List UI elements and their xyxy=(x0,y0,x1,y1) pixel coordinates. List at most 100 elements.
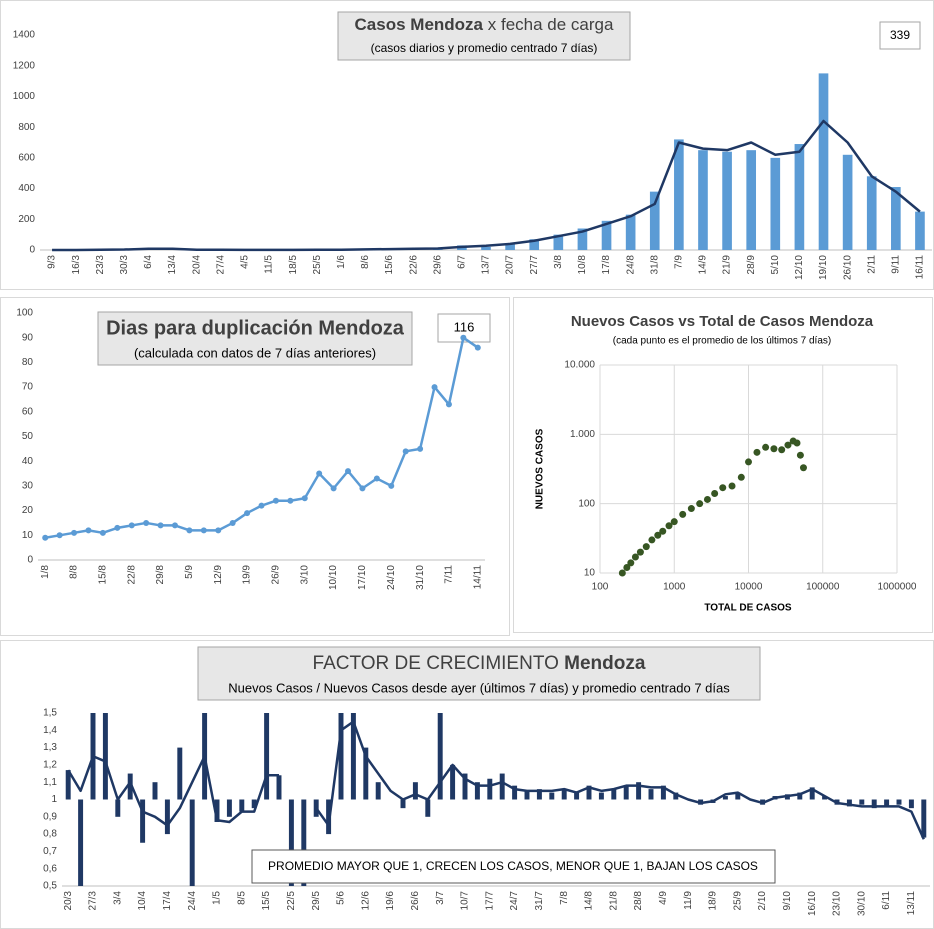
marker xyxy=(42,534,49,541)
x-tick-label: 22/8 xyxy=(126,565,137,585)
bar xyxy=(884,799,890,807)
point xyxy=(728,482,736,490)
x-tick-label: 7/11 xyxy=(444,565,455,584)
point xyxy=(711,490,719,498)
bar xyxy=(842,154,853,250)
bar xyxy=(536,789,542,800)
title-box xyxy=(197,646,761,701)
x-tick-label: 20/3 xyxy=(63,891,74,911)
bar xyxy=(611,789,617,800)
x-tick-label: 10/10 xyxy=(328,565,339,590)
bar xyxy=(115,799,121,817)
bar xyxy=(425,799,431,817)
x-tick-label: 15/8 xyxy=(98,565,109,585)
y-tick-label: 60 xyxy=(22,406,34,417)
x-tick-label: 21/9 xyxy=(722,255,733,275)
x-tick-label: 29/8 xyxy=(155,565,166,585)
x-tick-label: 1000000 xyxy=(878,582,917,593)
point xyxy=(648,536,656,544)
chart-title: Casos Mendoza x fecha de carga xyxy=(355,15,614,34)
x-tick-label: 10/4 xyxy=(137,891,148,911)
point xyxy=(784,441,792,449)
marker xyxy=(85,527,92,534)
marker xyxy=(359,485,366,492)
point xyxy=(696,500,704,508)
x-tick-label: 6/7 xyxy=(457,255,468,269)
bar xyxy=(524,790,530,800)
bar xyxy=(239,799,245,812)
x-tick-label: 22/6 xyxy=(408,255,419,275)
bar xyxy=(264,713,270,800)
x-tick-label: 3/10 xyxy=(299,565,310,585)
marker xyxy=(258,502,265,509)
chart-subtitle: (casos diarios y promedio centrado 7 día… xyxy=(371,41,598,55)
y-tick-label: 1.000 xyxy=(570,429,595,440)
bar xyxy=(450,764,456,800)
chart-title: Nuevos Casos vs Total de Casos Mendoza xyxy=(571,313,874,330)
x-tick-label: 19/6 xyxy=(385,891,396,911)
y-tick-label: 0,7 xyxy=(43,846,57,857)
x-tick-label: 9/10 xyxy=(782,891,793,911)
bar xyxy=(866,176,877,250)
bar xyxy=(529,239,540,250)
marker xyxy=(402,448,409,455)
bar xyxy=(251,799,257,809)
x-tick-label: 1/5 xyxy=(212,891,223,905)
bar xyxy=(908,799,914,809)
marker xyxy=(244,510,251,517)
annotation: PROMEDIO MAYOR QUE 1, CRECEN LOS CASOS, … xyxy=(268,859,758,873)
y-tick-label: 1 xyxy=(51,794,57,805)
point xyxy=(665,522,673,530)
y-tick-label: 1000 xyxy=(13,91,36,102)
point xyxy=(737,473,745,481)
x-tick-label: 9/11 xyxy=(890,255,901,274)
bar xyxy=(65,770,71,800)
marker xyxy=(431,384,438,391)
x-tick-label: 100 xyxy=(592,582,609,593)
x-tick-label: 3/7 xyxy=(435,891,446,905)
marker xyxy=(114,524,121,531)
marker xyxy=(186,527,193,534)
x-tick-label: 5/9 xyxy=(184,565,195,579)
x-tick-label: 1000 xyxy=(663,582,686,593)
x-tick-label: 19/10 xyxy=(818,255,829,280)
bar xyxy=(859,799,865,805)
x-tick-label: 12/9 xyxy=(213,565,224,585)
x-tick-label: 19/9 xyxy=(242,565,253,585)
y-tick-label: 800 xyxy=(18,122,35,133)
bar xyxy=(735,792,741,800)
x-tick-label: 100000 xyxy=(806,582,840,593)
x-tick-label: 7/9 xyxy=(674,255,685,269)
bar xyxy=(915,211,925,250)
bar xyxy=(822,796,828,800)
x-tick-label: 15/5 xyxy=(261,891,272,911)
x-tick-label: 17/7 xyxy=(484,891,495,911)
y-tick-label: 100 xyxy=(16,308,33,319)
y-tick-label: 100 xyxy=(578,498,595,509)
bar xyxy=(746,150,757,250)
bar xyxy=(189,799,195,886)
bar xyxy=(474,782,480,800)
marker xyxy=(229,519,236,526)
bar xyxy=(896,799,902,805)
x-tick-label: 16/11 xyxy=(915,255,926,280)
bar xyxy=(177,747,183,800)
x-tick-label: 26/10 xyxy=(842,255,853,280)
x-tick-label: 14/9 xyxy=(698,255,709,275)
x-tick-label: 16/3 xyxy=(71,255,82,275)
x-tick-label: 15/6 xyxy=(384,255,395,275)
x-tick-label: 13/7 xyxy=(481,255,492,275)
x-tick-label: 9/3 xyxy=(47,255,58,269)
x-tick-label: 31/8 xyxy=(649,255,660,275)
point xyxy=(654,531,662,539)
x-tick-label: 17/4 xyxy=(162,891,173,911)
x-tick-label: 8/8 xyxy=(69,565,80,579)
point xyxy=(679,510,687,518)
point xyxy=(745,458,752,466)
bar xyxy=(660,785,666,800)
chart-title: FACTOR DE CRECIMIENTO Mendoza xyxy=(313,653,646,674)
bar xyxy=(214,799,220,822)
bar xyxy=(649,191,660,250)
bar xyxy=(797,792,803,800)
x-tick-label: 4/5 xyxy=(240,255,251,269)
